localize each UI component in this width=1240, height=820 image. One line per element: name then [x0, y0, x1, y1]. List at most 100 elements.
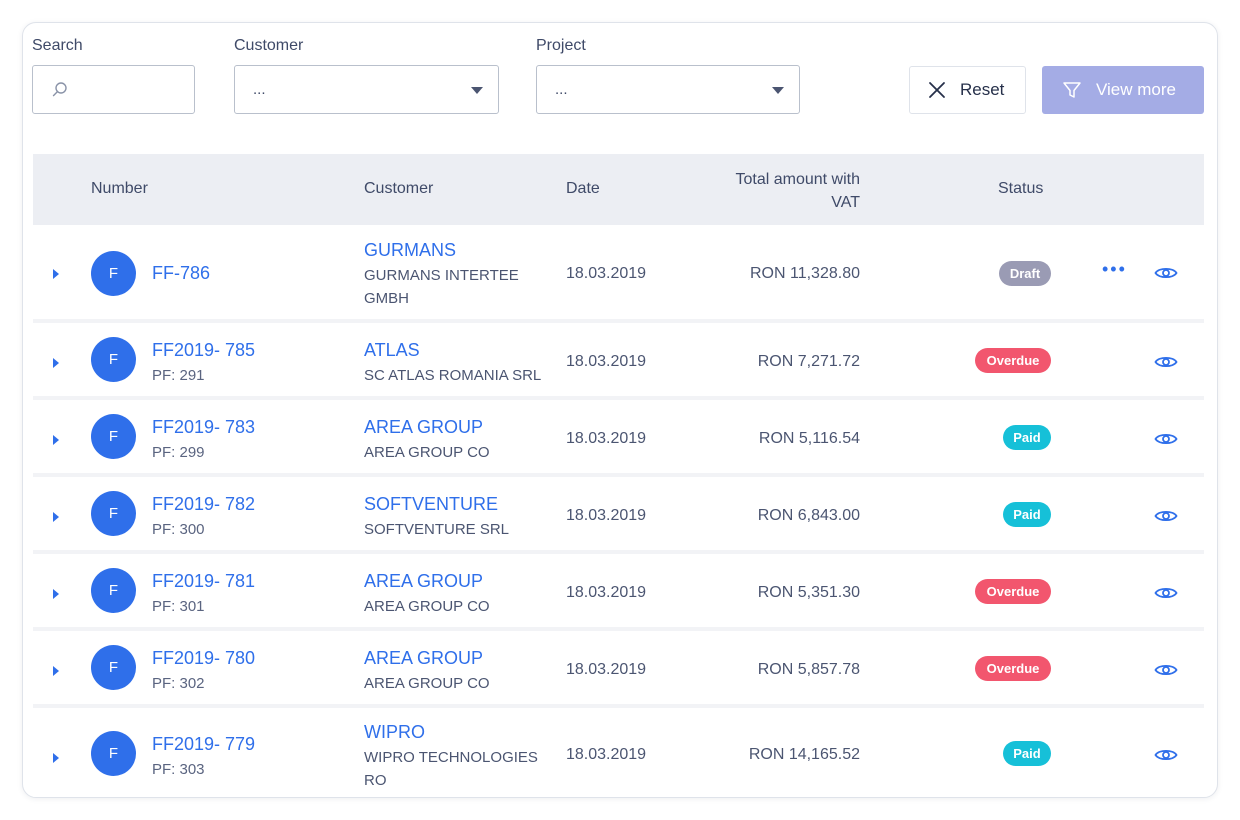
project-filter-label: Project — [536, 37, 586, 54]
column-header-total-line2: VAT — [831, 194, 860, 211]
status-badge: Paid — [1003, 425, 1051, 450]
status-badge: Overdue — [975, 579, 1051, 604]
eye-icon[interactable] — [1154, 585, 1178, 601]
customer-full-name: SC ATLAS ROMANIA SRL — [364, 367, 542, 384]
customer-full-name: GURMANS INTERTEE GMBH — [364, 267, 519, 307]
search-label: Search — [32, 37, 83, 54]
view-more-button-label: View more — [1096, 80, 1176, 99]
project-select-value: ... — [555, 81, 568, 98]
column-header-total: Total amount with VAT — [735, 168, 860, 214]
customer-full-name: AREA GROUP CO — [364, 598, 490, 615]
table-header: Number Customer Date Total amount with V… — [33, 154, 1204, 225]
customer-select-value: ... — [253, 81, 266, 98]
invoice-date: 18.03.2019 — [566, 584, 647, 601]
status-badge: Overdue — [975, 656, 1051, 681]
invoice-amount: RON 6,843.00 — [757, 507, 860, 524]
eye-icon[interactable] — [1154, 431, 1178, 447]
table-row[interactable]: F FF2019- 785 PF: 291 ATLAS SC ATLAS ROM… — [33, 323, 1204, 400]
eye-icon[interactable] — [1154, 662, 1178, 678]
avatar: F — [91, 645, 136, 690]
invoice-amount: RON 5,857.78 — [757, 661, 860, 678]
pf-number: PF: 302 — [152, 675, 205, 692]
status-badge: Paid — [1003, 502, 1051, 527]
column-header-number: Number — [91, 180, 148, 197]
reset-button[interactable]: Reset — [909, 66, 1026, 114]
invoice-date: 18.03.2019 — [566, 661, 647, 678]
invoice-number-link[interactable]: FF2019- 779 — [152, 734, 256, 754]
invoice-date: 18.03.2019 — [566, 507, 647, 524]
search-field — [32, 65, 195, 114]
invoice-number-link[interactable]: FF2019- 783 — [152, 417, 256, 437]
table-row[interactable]: F FF-786 GURMANS GURMANS INTERTEE GMBH 1… — [33, 225, 1204, 323]
project-select[interactable]: ... — [536, 65, 800, 114]
invoice-number-link[interactable]: FF2019- 785 — [152, 340, 256, 360]
caret-right-icon[interactable] — [53, 589, 59, 599]
avatar: F — [91, 731, 136, 776]
avatar: F — [91, 568, 136, 613]
table-row[interactable]: F FF2019- 780 PF: 302 AREA GROUP AREA GR… — [33, 631, 1204, 708]
eye-icon[interactable] — [1154, 354, 1178, 370]
invoice-amount: RON 14,165.52 — [748, 746, 860, 763]
caret-right-icon[interactable] — [53, 358, 59, 368]
customer-link[interactable]: AREA GROUP — [364, 571, 484, 591]
pf-number: PF: 303 — [152, 761, 205, 778]
status-badge: Overdue — [975, 348, 1051, 373]
customer-full-name: AREA GROUP CO — [364, 675, 490, 692]
table-row[interactable]: F FF2019- 781 PF: 301 AREA GROUP AREA GR… — [33, 554, 1204, 631]
column-header-date: Date — [566, 180, 600, 197]
customer-link[interactable]: GURMANS — [364, 240, 457, 260]
invoice-number-link[interactable]: FF2019- 782 — [152, 494, 256, 514]
customer-full-name: WIPRO TECHNOLOGIES RO — [364, 749, 538, 789]
status-badge: Paid — [1003, 741, 1051, 766]
invoice-number-link[interactable]: FF-786 — [152, 263, 211, 283]
avatar: F — [91, 491, 136, 536]
invoice-amount: RON 5,116.54 — [758, 430, 860, 447]
customer-link[interactable]: ATLAS — [364, 340, 420, 360]
invoice-amount: RON 11,328.80 — [750, 265, 860, 282]
invoice-date: 18.03.2019 — [566, 353, 647, 370]
search-icon — [52, 82, 67, 97]
pf-number: PF: 301 — [152, 598, 205, 615]
caret-right-icon[interactable] — [53, 512, 59, 522]
search-input[interactable] — [33, 66, 194, 113]
customer-full-name: AREA GROUP CO — [364, 444, 490, 461]
invoice-date: 18.03.2019 — [566, 746, 647, 763]
chevron-down-icon — [772, 87, 784, 94]
pf-number: PF: 299 — [152, 444, 205, 461]
caret-right-icon[interactable] — [53, 753, 59, 763]
invoice-number-link[interactable]: FF2019- 780 — [152, 648, 256, 668]
eye-icon[interactable] — [1154, 265, 1178, 281]
customer-full-name: SOFTVENTURE SRL — [364, 521, 510, 538]
view-more-button[interactable]: View more — [1042, 66, 1204, 114]
invoice-date: 18.03.2019 — [566, 265, 647, 282]
table-row[interactable]: F FF2019- 782 PF: 300 SOFTVENTURE SOFTVE… — [33, 477, 1204, 554]
invoice-date: 18.03.2019 — [566, 430, 647, 447]
column-header-customer: Customer — [364, 180, 434, 197]
customer-link[interactable]: SOFTVENTURE — [364, 494, 499, 514]
customer-filter-label: Customer — [234, 37, 304, 54]
caret-right-icon[interactable] — [53, 666, 59, 676]
caret-right-icon[interactable] — [53, 435, 59, 445]
invoice-list-panel: Search Customer ... Project ... Reset Vi… — [22, 22, 1218, 798]
pf-number: PF: 300 — [152, 521, 205, 538]
avatar: F — [91, 414, 136, 459]
customer-link[interactable]: AREA GROUP — [364, 417, 484, 437]
table-row[interactable]: F FF2019- 779 PF: 303 WIPRO WIPRO TECHNO… — [33, 708, 1204, 797]
customer-link[interactable]: WIPRO — [364, 722, 425, 742]
table-row[interactable]: F FF2019- 783 PF: 299 AREA GROUP AREA GR… — [33, 400, 1204, 477]
status-badge: Draft — [999, 261, 1051, 286]
avatar: F — [91, 337, 136, 382]
customer-link[interactable]: AREA GROUP — [364, 648, 484, 668]
filter-icon — [1063, 82, 1081, 98]
chevron-down-icon — [471, 87, 483, 94]
eye-icon[interactable] — [1154, 747, 1178, 763]
customer-select[interactable]: ... — [234, 65, 499, 114]
more-dots-icon[interactable]: ••• — [1102, 259, 1127, 279]
eye-icon[interactable] — [1154, 508, 1178, 524]
close-icon — [929, 82, 945, 98]
invoice-amount: RON 7,271.72 — [757, 353, 860, 370]
reset-button-label: Reset — [960, 80, 1005, 99]
invoice-amount: RON 5,351.30 — [757, 584, 860, 601]
caret-right-icon[interactable] — [53, 269, 59, 279]
invoice-number-link[interactable]: FF2019- 781 — [152, 571, 256, 591]
